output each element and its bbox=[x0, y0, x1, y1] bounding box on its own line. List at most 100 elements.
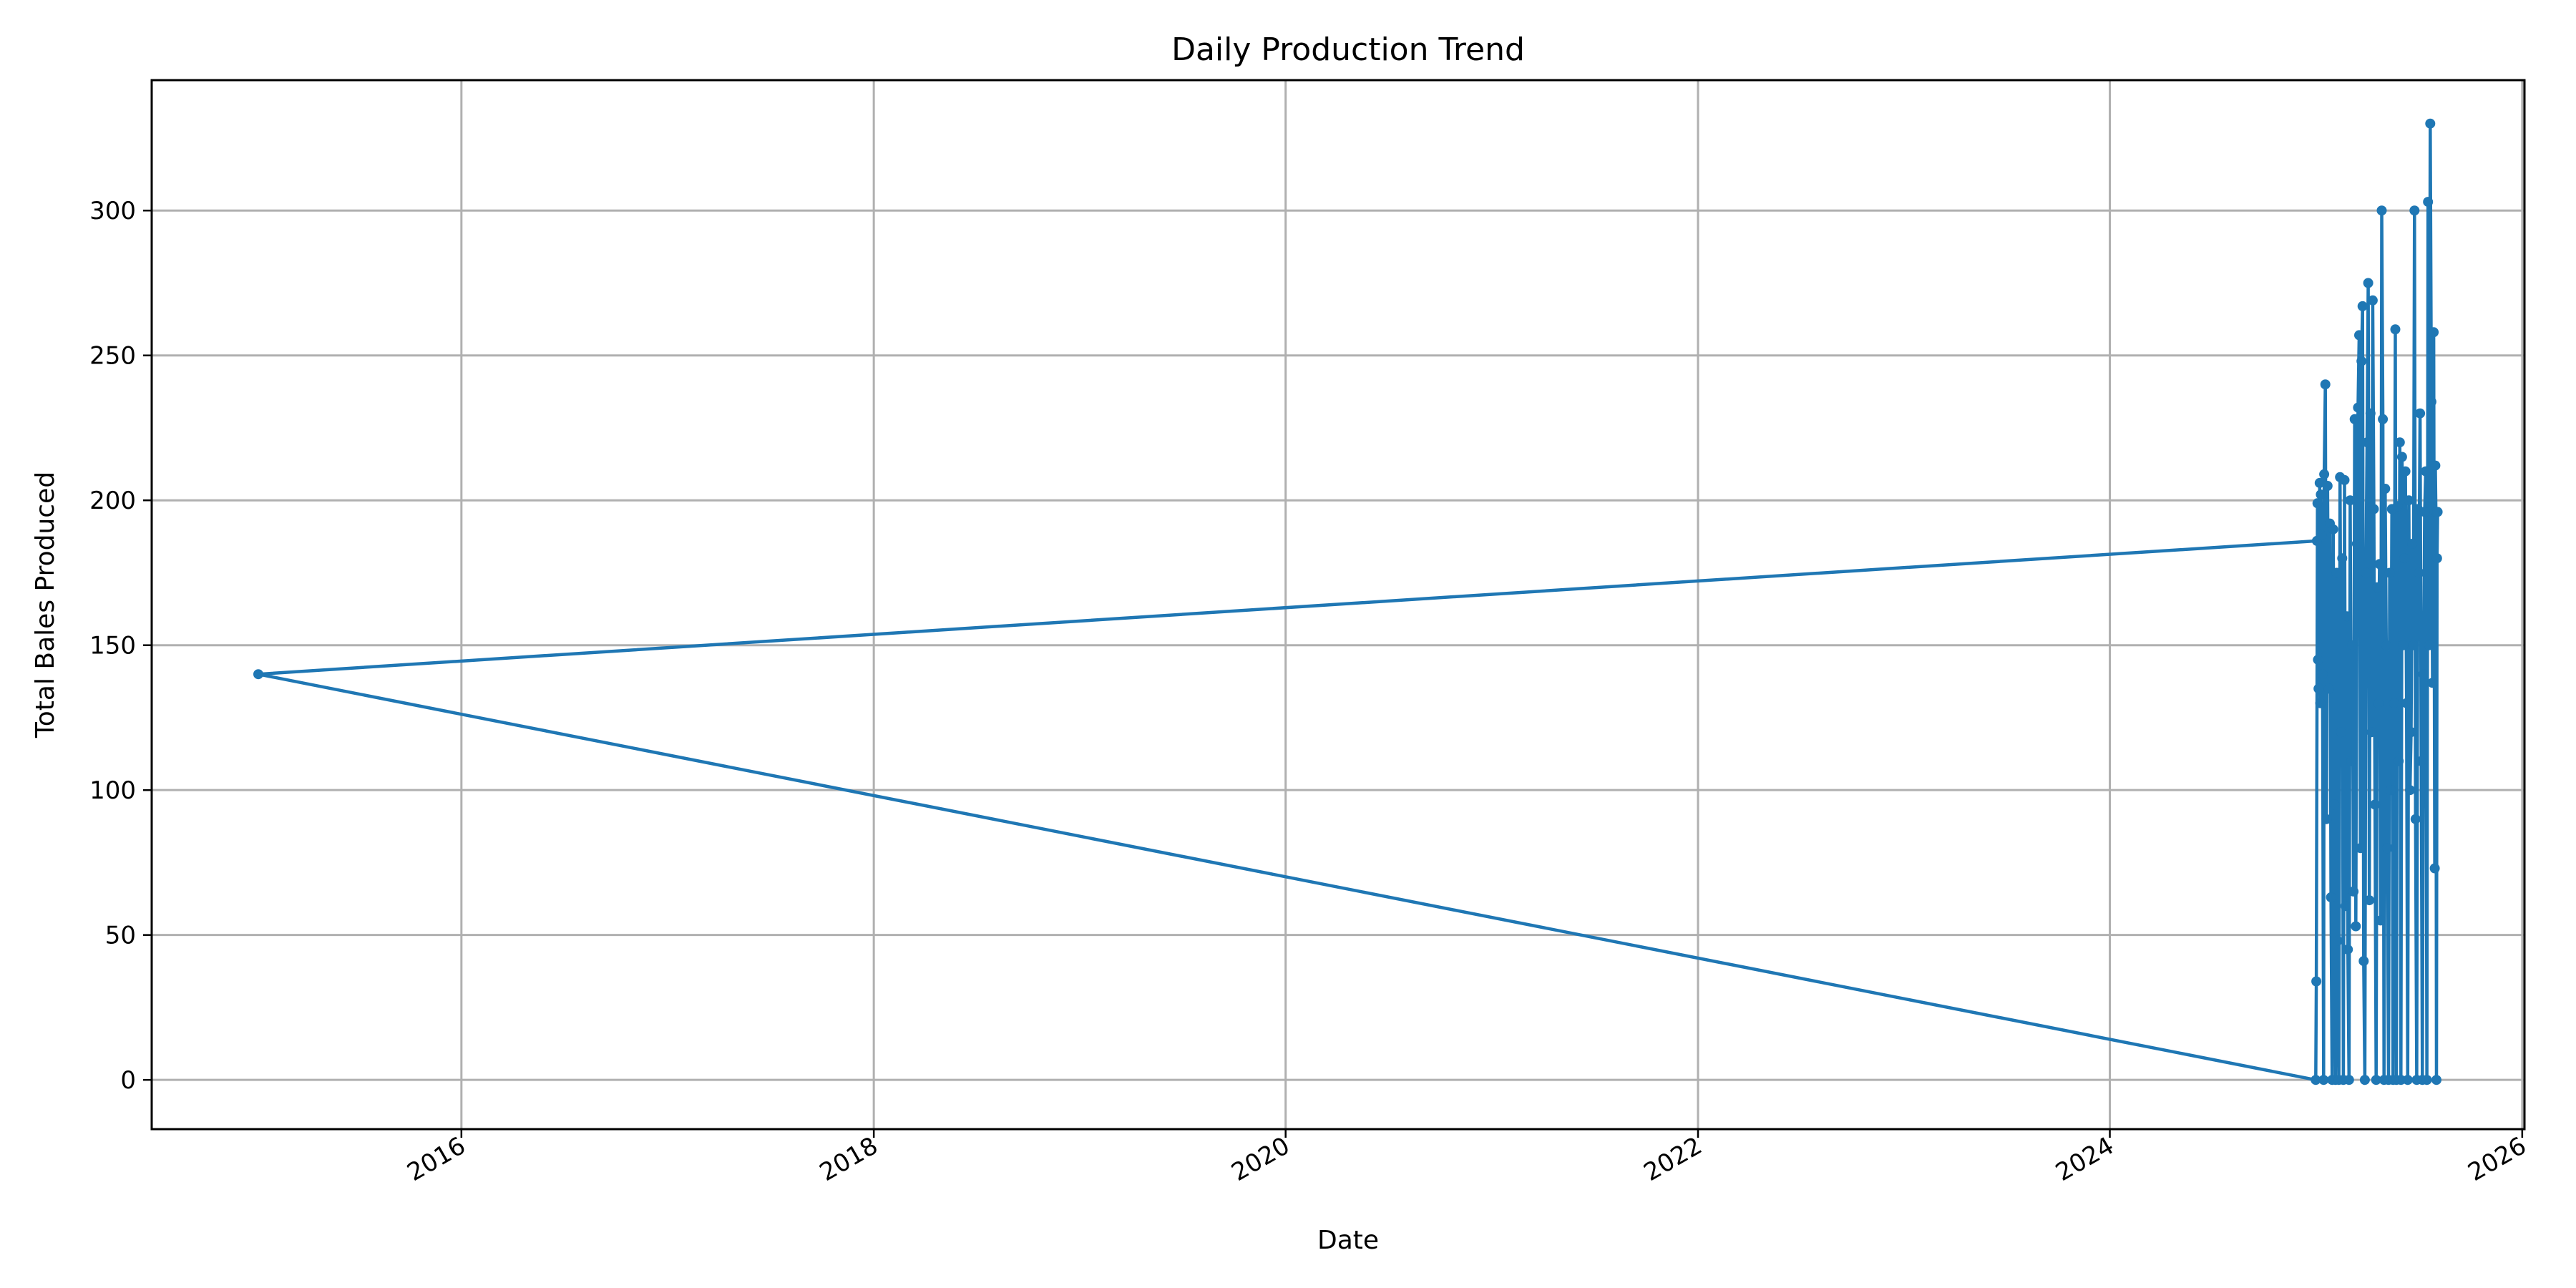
data-point bbox=[2430, 460, 2441, 471]
data-point bbox=[2416, 756, 2426, 766]
chart-title: Daily Production Trend bbox=[1171, 31, 1525, 68]
data-point bbox=[2409, 205, 2420, 216]
data-point bbox=[2317, 669, 2328, 680]
data-point bbox=[2389, 698, 2399, 708]
data-point bbox=[2313, 683, 2324, 694]
data-point bbox=[2337, 553, 2348, 564]
data-point bbox=[2358, 956, 2369, 967]
data-point bbox=[2311, 976, 2322, 987]
data-point bbox=[2426, 396, 2436, 407]
data-point bbox=[2349, 414, 2360, 424]
data-point bbox=[2339, 474, 2350, 485]
data-point bbox=[2414, 567, 2424, 578]
data-point bbox=[2396, 452, 2407, 462]
data-point bbox=[2356, 356, 2367, 366]
data-point bbox=[2376, 205, 2387, 216]
data-point bbox=[2353, 402, 2363, 413]
data-point bbox=[2401, 698, 2412, 708]
data-point bbox=[2421, 466, 2431, 477]
data-point bbox=[2343, 944, 2353, 955]
data-point bbox=[2362, 437, 2372, 448]
y-tick-label: 50 bbox=[105, 922, 136, 950]
data-point bbox=[2318, 1075, 2329, 1085]
data-point bbox=[2364, 895, 2375, 906]
data-point bbox=[2390, 324, 2401, 335]
data-point bbox=[2323, 683, 2334, 694]
data-point bbox=[2343, 1075, 2354, 1085]
data-point bbox=[2351, 921, 2361, 932]
data-point bbox=[2345, 495, 2356, 506]
data-point bbox=[2410, 814, 2421, 824]
y-tick-label: 200 bbox=[89, 487, 136, 515]
data-point bbox=[2361, 567, 2371, 578]
data-point bbox=[2347, 640, 2358, 650]
data-point bbox=[2319, 469, 2330, 479]
data-point bbox=[2348, 886, 2359, 897]
data-point bbox=[2363, 278, 2373, 288]
data-point bbox=[2398, 640, 2409, 650]
data-point bbox=[2407, 539, 2418, 549]
data-layer bbox=[253, 118, 2443, 1085]
data-point bbox=[2366, 727, 2377, 738]
data-point bbox=[2313, 654, 2323, 665]
data-point bbox=[2381, 640, 2391, 650]
data-point bbox=[2394, 756, 2404, 766]
data-point bbox=[2322, 481, 2333, 491]
data-point bbox=[2427, 678, 2438, 688]
data-point bbox=[2331, 567, 2342, 578]
data-point bbox=[2354, 330, 2364, 341]
data-point bbox=[2333, 935, 2343, 946]
data-point bbox=[2355, 843, 2366, 854]
data-point bbox=[2394, 437, 2405, 448]
data-point bbox=[2312, 498, 2323, 509]
data-point bbox=[2367, 295, 2378, 306]
y-axis-label: Total Bales Produced bbox=[31, 472, 60, 738]
data-point bbox=[2346, 756, 2356, 766]
data-point bbox=[2384, 567, 2395, 578]
data-point bbox=[2329, 799, 2340, 810]
data-point bbox=[2341, 901, 2351, 912]
y-tick-label: 0 bbox=[120, 1066, 136, 1095]
data-point bbox=[2357, 301, 2368, 311]
data-point bbox=[2328, 524, 2338, 535]
data-point bbox=[253, 669, 263, 680]
plot-frame bbox=[150, 79, 2526, 1131]
data-point bbox=[2415, 408, 2426, 419]
data-point bbox=[2336, 727, 2346, 738]
y-tick-label: 150 bbox=[89, 632, 136, 660]
x-axis-label: Date bbox=[1317, 1226, 1379, 1255]
data-point bbox=[2359, 1075, 2370, 1085]
data-point bbox=[2429, 327, 2439, 338]
data-point bbox=[2421, 1075, 2432, 1085]
data-point bbox=[2371, 1075, 2381, 1085]
data-point bbox=[2314, 477, 2325, 488]
data-point bbox=[2423, 197, 2434, 208]
data-point bbox=[2370, 799, 2381, 810]
data-point bbox=[2316, 489, 2326, 500]
data-point bbox=[2406, 727, 2416, 738]
data-point bbox=[2321, 814, 2332, 824]
data-point bbox=[2374, 559, 2385, 570]
data-point bbox=[2382, 843, 2393, 854]
data-point bbox=[2372, 582, 2383, 592]
data-point bbox=[2368, 504, 2379, 514]
y-tick-label: 250 bbox=[89, 342, 136, 371]
data-point bbox=[2326, 892, 2336, 902]
data-point bbox=[2404, 495, 2414, 506]
y-tick-label: 300 bbox=[89, 197, 136, 225]
data-point bbox=[2376, 915, 2386, 926]
data-point bbox=[2419, 507, 2430, 517]
data-point bbox=[2378, 414, 2389, 424]
data-point bbox=[2418, 669, 2429, 680]
data-point bbox=[2424, 640, 2434, 650]
data-point bbox=[2341, 611, 2352, 622]
data-point bbox=[2408, 640, 2419, 650]
data-point bbox=[2431, 553, 2442, 564]
data-point bbox=[2400, 466, 2411, 477]
data-point bbox=[2399, 553, 2410, 564]
data-point bbox=[2316, 530, 2327, 540]
data-point bbox=[2311, 1075, 2321, 1085]
data-point bbox=[2386, 785, 2396, 796]
data-point bbox=[2402, 1075, 2413, 1085]
